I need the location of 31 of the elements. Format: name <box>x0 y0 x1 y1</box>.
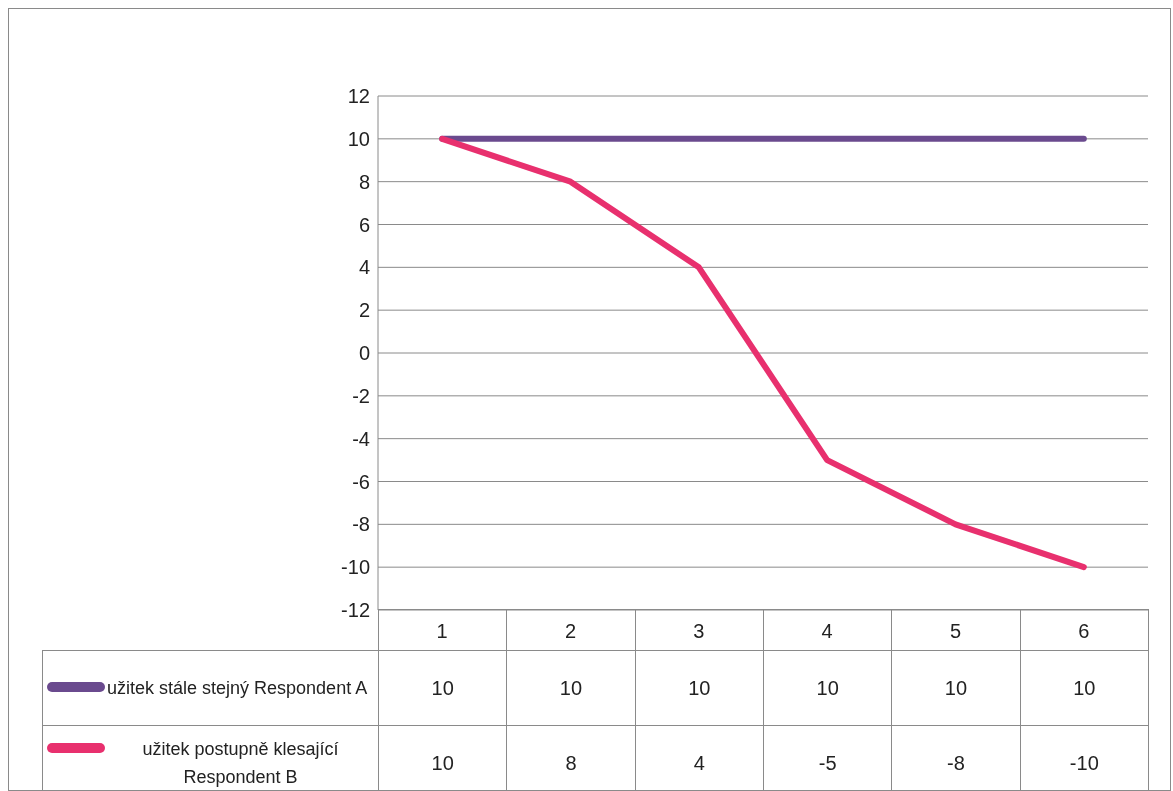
legend-label: užitek postupně klesající Respondent B <box>141 738 340 789</box>
data-label: 10 <box>763 650 892 726</box>
y-tick-label: -10 <box>341 556 370 579</box>
data-label: 10 <box>891 650 1021 726</box>
y-tick-label: 8 <box>358 170 370 193</box>
y-tick-label: 4 <box>358 256 370 279</box>
y-tick-label: -12 <box>341 599 370 622</box>
x-tick-label: 2 <box>564 620 577 643</box>
data-label: 10 <box>635 650 764 726</box>
y-tick-label: 10 <box>347 127 370 150</box>
x-tick-label: 5 <box>949 620 962 643</box>
x-tick-label: 1 <box>436 620 448 643</box>
y-tick-label: -8 <box>352 513 370 536</box>
data-label: 10 <box>506 650 636 726</box>
data-label: -10 <box>1020 725 1149 791</box>
x-tick-label: 3 <box>693 620 705 643</box>
data-label: 10 <box>1020 650 1149 726</box>
data-label: 4 <box>635 725 764 791</box>
data-label: -5 <box>763 725 892 791</box>
x-tick-label: 4 <box>821 620 833 643</box>
data-label: -8 <box>891 725 1021 791</box>
y-tick-label: 6 <box>358 213 370 236</box>
legend-label: užitek stále stejný Respondent A <box>106 677 368 700</box>
y-tick-label: 0 <box>358 342 370 365</box>
data-label: 8 <box>506 725 636 791</box>
y-tick-label: -4 <box>352 427 370 450</box>
y-tick-label: 12 <box>347 85 370 108</box>
y-tick-label: -6 <box>352 470 370 493</box>
x-tick-label: 6 <box>1078 620 1090 643</box>
y-tick-label: 2 <box>358 299 370 322</box>
y-tick-label: -2 <box>352 384 370 407</box>
